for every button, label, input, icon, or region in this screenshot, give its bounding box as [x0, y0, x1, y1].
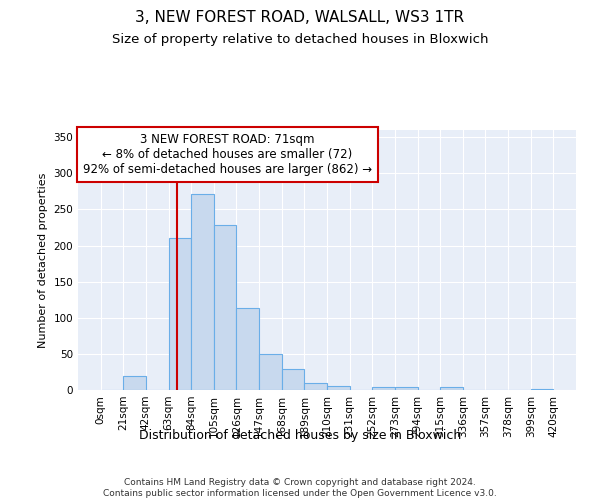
Bar — [440, 387, 463, 390]
Bar — [395, 387, 418, 390]
Bar — [236, 308, 259, 390]
Text: 3, NEW FOREST ROAD, WALSALL, WS3 1TR: 3, NEW FOREST ROAD, WALSALL, WS3 1TR — [136, 10, 464, 25]
Bar — [214, 226, 236, 390]
Bar — [169, 238, 191, 390]
Bar — [123, 376, 146, 390]
Bar — [327, 386, 350, 390]
Bar — [191, 194, 214, 390]
Y-axis label: Number of detached properties: Number of detached properties — [38, 172, 48, 348]
Text: 3 NEW FOREST ROAD: 71sqm
← 8% of detached houses are smaller (72)
92% of semi-de: 3 NEW FOREST ROAD: 71sqm ← 8% of detache… — [83, 132, 372, 176]
Text: Distribution of detached houses by size in Bloxwich: Distribution of detached houses by size … — [139, 428, 461, 442]
Bar — [372, 387, 395, 390]
Text: Contains HM Land Registry data © Crown copyright and database right 2024.
Contai: Contains HM Land Registry data © Crown c… — [103, 478, 497, 498]
Text: Size of property relative to detached houses in Bloxwich: Size of property relative to detached ho… — [112, 32, 488, 46]
Bar — [282, 369, 304, 390]
Bar — [304, 383, 327, 390]
Bar — [259, 354, 282, 390]
